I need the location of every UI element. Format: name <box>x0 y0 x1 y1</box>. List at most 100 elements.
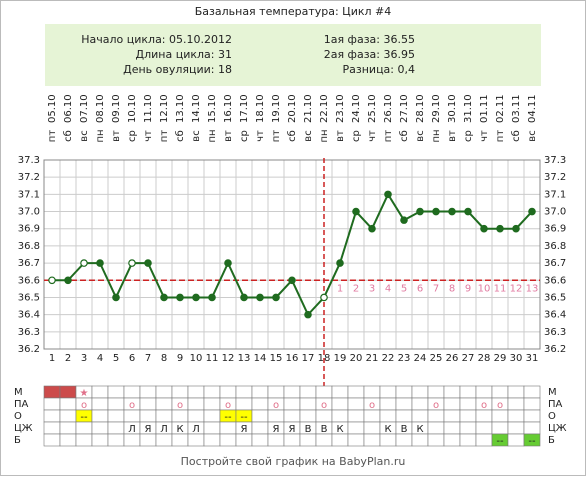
cell-text: -- <box>224 412 232 423</box>
table-cell <box>523 385 541 399</box>
temperature-point <box>144 259 152 267</box>
date-label: 16.10 <box>223 94 234 123</box>
table-cell <box>203 433 221 447</box>
table-cell <box>251 409 269 423</box>
info-text: Разница: 0,4 <box>343 63 416 76</box>
table-cell <box>139 409 157 423</box>
cell-text: К <box>416 424 423 435</box>
temperature-point <box>432 207 440 216</box>
table-cell <box>123 433 141 447</box>
y-tick-label: 37.2 <box>544 172 566 183</box>
table-cell <box>523 433 541 447</box>
weekday-label: вс <box>415 130 426 141</box>
table-cell <box>475 409 493 423</box>
table-cell <box>395 433 413 447</box>
x-tick-label: 27 <box>462 353 475 364</box>
phase-day-label: 3 <box>369 283 375 294</box>
phase-day-label: 12 <box>510 283 523 294</box>
table-cell <box>299 397 317 411</box>
cell-text: ★ <box>80 388 89 399</box>
table-cell <box>91 409 109 423</box>
x-tick-label: 4 <box>97 353 103 364</box>
cell-text: К <box>336 424 343 435</box>
table-cell <box>331 433 349 447</box>
x-tick-label: 11 <box>206 353 219 364</box>
table-cell <box>43 409 61 423</box>
plot-border <box>43 159 541 350</box>
temperature-point <box>224 259 232 267</box>
y-tick-label: 36.9 <box>544 224 566 235</box>
row-label: Б <box>14 435 21 446</box>
table-cell <box>187 397 205 411</box>
table-cell <box>171 385 189 399</box>
y-tick-label: 37.0 <box>544 207 566 218</box>
y-tick-label: 36.2 <box>544 344 566 355</box>
weekday-label: чт <box>143 130 154 142</box>
weekday-label: вс <box>527 130 538 141</box>
date-label: 26.10 <box>383 94 394 123</box>
table-cell <box>475 385 493 399</box>
table-cell <box>363 421 381 435</box>
table-cell <box>427 385 445 399</box>
table-cell <box>155 385 173 399</box>
table-cell <box>427 421 445 435</box>
date-label: 03.11 <box>511 94 522 123</box>
table-cell <box>523 421 541 435</box>
y-tick-label: 36.3 <box>544 327 566 338</box>
weekday-label: пт <box>47 130 58 143</box>
y-tick-label: 36.6 <box>18 275 40 286</box>
cell-text: К <box>384 424 391 435</box>
y-tick-label: 36.9 <box>18 224 40 235</box>
x-tick-label: 2 <box>65 353 71 364</box>
y-tick-label: 37.1 <box>544 189 566 200</box>
cell-text: В <box>321 424 328 435</box>
temperature-point <box>160 293 168 302</box>
y-tick-label: 36.7 <box>544 258 566 269</box>
table-cell <box>315 385 333 399</box>
weekday-label: пн <box>95 129 106 142</box>
table-cell <box>43 397 61 411</box>
table-cell <box>331 409 349 423</box>
table-cell <box>107 409 125 423</box>
weekday-label: вт <box>111 130 122 142</box>
row-label: ЦЖ <box>14 423 33 434</box>
table-cell <box>91 397 109 411</box>
table-cell <box>267 409 285 423</box>
cell-text: -- <box>528 436 536 447</box>
row-label: ПА <box>548 399 563 410</box>
footer: Постройте свой график на BabyPlan.ru <box>181 455 406 468</box>
x-tick-label: 21 <box>366 353 379 364</box>
info-text: 2ая фаза: 36.95 <box>324 48 415 61</box>
table-cell <box>347 421 365 435</box>
table-cell <box>411 433 429 447</box>
date-label: 02.11 <box>495 94 506 123</box>
x-tick-label: 22 <box>382 353 395 364</box>
y-tick-label: 36.5 <box>544 292 566 303</box>
table-cell <box>315 433 333 447</box>
table-cell <box>43 421 61 435</box>
table-cell <box>475 421 493 435</box>
x-tick-label: 14 <box>254 353 267 364</box>
x-tick-label: 16 <box>286 353 299 364</box>
date-label: 19.10 <box>271 94 282 123</box>
x-tick-label: 20 <box>350 353 363 364</box>
table-cell <box>91 385 109 399</box>
table-cell <box>171 433 189 447</box>
temperature-point <box>448 207 456 216</box>
table-cell <box>443 433 461 447</box>
table-cell <box>155 433 173 447</box>
x-tick-label: 3 <box>81 353 87 364</box>
phase-day-label: 8 <box>449 283 455 294</box>
date-label: 22.10 <box>319 94 330 123</box>
table-cell <box>203 409 221 423</box>
date-label: 14.10 <box>191 94 202 123</box>
table-cell <box>219 421 237 435</box>
row-label: М <box>548 387 557 398</box>
x-tick-label: 25 <box>430 353 443 364</box>
weekday-label: чт <box>255 130 266 142</box>
weekday-label: вт <box>223 130 234 142</box>
date-label: 24.10 <box>351 94 362 123</box>
weekday-label: сб <box>175 130 186 142</box>
table-cell <box>59 397 77 411</box>
cell-text: В <box>401 424 408 435</box>
